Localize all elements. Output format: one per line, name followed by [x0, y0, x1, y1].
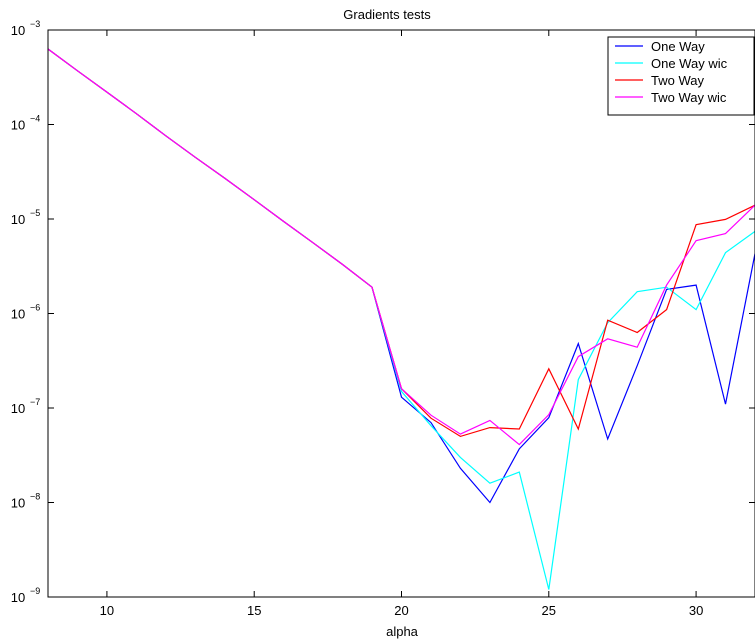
- y-tick-exponent: −3: [30, 19, 40, 29]
- plot-frame: [47, 29, 755, 598]
- axis-ticks: 10 15 20 25 30 10 −9 10 −8 10 −7 10 −6 10 −5 10 −4 10 −3: [11, 19, 755, 618]
- y-tick-exponent: −6: [30, 303, 40, 313]
- y-tick-label: 10: [11, 590, 25, 605]
- legend-box: [607, 36, 755, 116]
- legend: One Way One Way wic Two Way Two Way wic: [607, 36, 755, 116]
- x-tick-label: 30: [689, 603, 703, 618]
- plot-area: [48, 30, 755, 597]
- x-axis-label: alpha: [386, 624, 419, 639]
- y-tick-label: 10: [11, 118, 25, 133]
- x-tick-label: 10: [100, 603, 114, 618]
- y-tick-exponent: −5: [30, 208, 40, 218]
- legend-label: One Way wic: [651, 56, 728, 71]
- y-tick-exponent: −7: [30, 397, 40, 407]
- y-tick-exponent: −8: [30, 492, 40, 502]
- series-line-4: [47, 48, 755, 446]
- y-tick-label: 10: [11, 212, 25, 227]
- y-tick-label: 10: [11, 23, 25, 38]
- chart-title: Gradients tests: [343, 7, 431, 22]
- y-tick-label: 10: [11, 401, 25, 416]
- legend-label: Two Way wic: [651, 90, 727, 105]
- y-tick-label: 10: [11, 307, 25, 322]
- y-tick-exponent: −9: [30, 586, 40, 596]
- y-tick-label: 10: [11, 496, 25, 511]
- x-tick-label: 15: [247, 603, 261, 618]
- series-layer: [47, 48, 755, 590]
- y-tick-exponent: −4: [30, 114, 40, 124]
- x-tick-label: 20: [394, 603, 408, 618]
- x-tick-label: 25: [542, 603, 556, 618]
- legend-label: One Way: [651, 39, 705, 54]
- legend-label: Two Way: [651, 73, 704, 88]
